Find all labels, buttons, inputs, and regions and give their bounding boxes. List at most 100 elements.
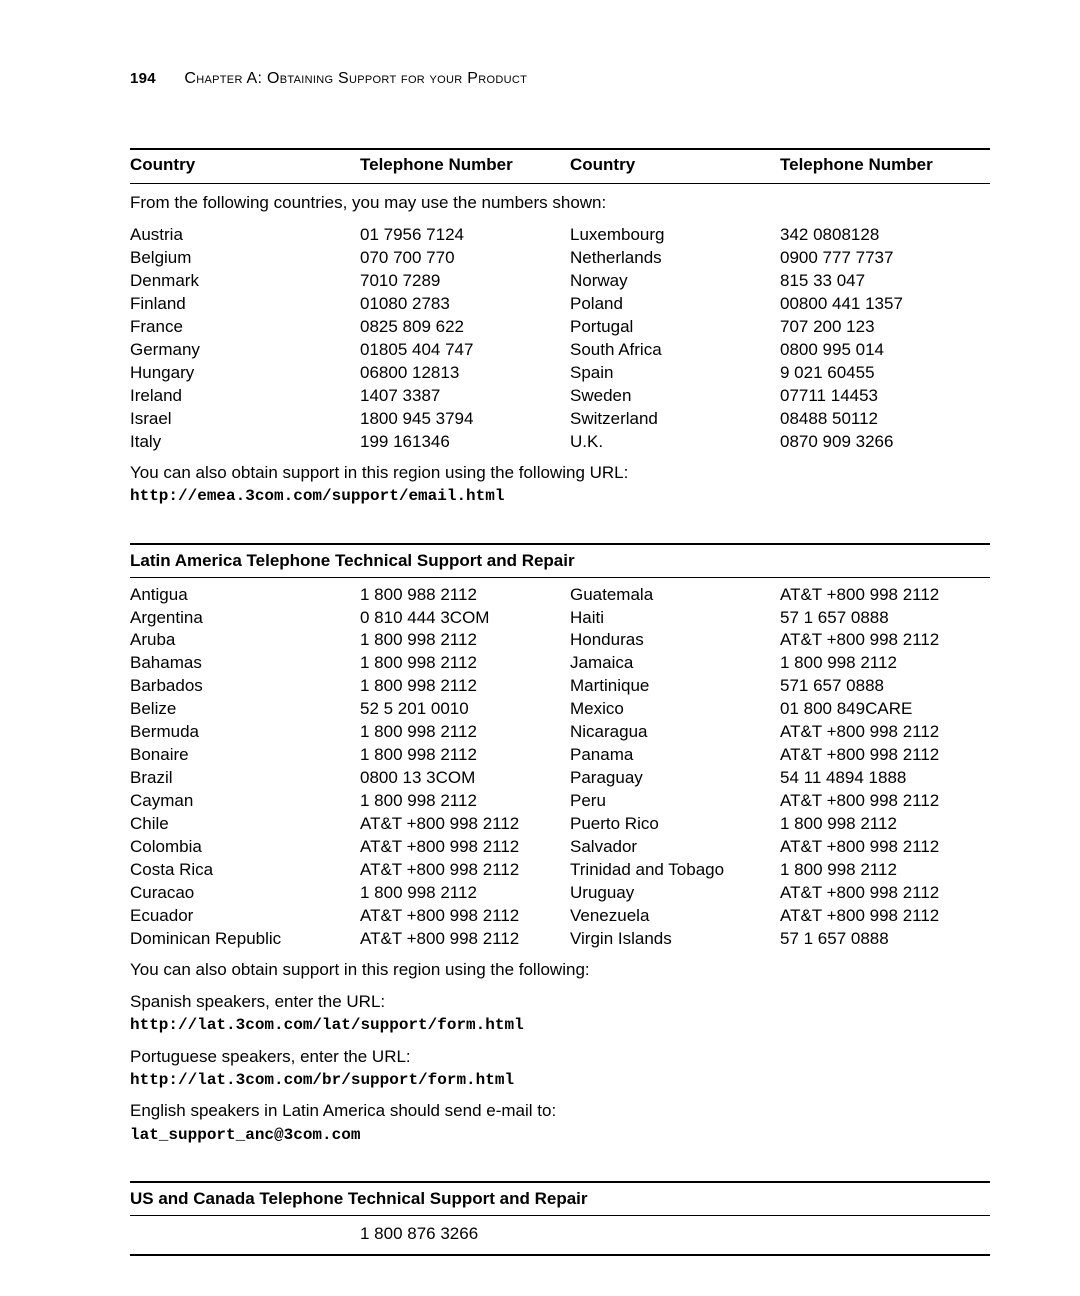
phone-cell: 0870 909 3266 <box>780 431 990 454</box>
phone-cell: 08488 50112 <box>780 408 990 431</box>
country-cell: Antigua <box>130 584 360 607</box>
phone-cell: AT&T +800 998 2112 <box>780 905 990 928</box>
header-country-2: Country <box>570 150 780 184</box>
country-cell: Brazil <box>130 767 360 790</box>
latam-portuguese-label: Portuguese speakers, enter the URL: <box>130 1047 411 1066</box>
latam-portuguese-url: http://lat.3com.com/br/support/form.html <box>130 1071 514 1089</box>
latam-spanish-url: http://lat.3com.com/lat/support/form.htm… <box>130 1016 524 1034</box>
phone-cell: 0800 13 3COM <box>360 767 570 790</box>
country-cell: Norway <box>570 270 780 293</box>
table-header-row: Country Telephone Number Country Telepho… <box>130 150 990 184</box>
country-cell: Trinidad and Tobago <box>570 859 780 882</box>
latam-english-email: lat_support_anc@3com.com <box>130 1126 360 1144</box>
phone-cell: 0800 995 014 <box>780 339 990 362</box>
country-cell: Argentina <box>130 607 360 630</box>
phone-cell: 070 700 770 <box>360 247 570 270</box>
phone-cell: 815 33 047 <box>780 270 990 293</box>
phone-cell: 199 161346 <box>360 431 570 454</box>
latam-left-phones: 1 800 988 21120 810 444 3COM1 800 998 21… <box>360 584 570 951</box>
country-cell: France <box>130 316 360 339</box>
country-cell: Cayman <box>130 790 360 813</box>
country-cell: Martinique <box>570 675 780 698</box>
phone-cell: 1407 3387 <box>360 385 570 408</box>
us-spacer <box>130 1224 360 1244</box>
country-cell: Haiti <box>570 607 780 630</box>
country-cell: Poland <box>570 293 780 316</box>
emea-intro: From the following countries, you may us… <box>130 184 990 224</box>
country-cell: Colombia <box>130 836 360 859</box>
phone-cell: 1 800 998 2112 <box>360 744 570 767</box>
phone-cell: 01080 2783 <box>360 293 570 316</box>
phone-cell: 9 021 60455 <box>780 362 990 385</box>
emea-right-countries: LuxembourgNetherlandsNorwayPolandPortuga… <box>570 224 780 453</box>
country-cell: Dominican Republic <box>130 928 360 951</box>
phone-cell: 1 800 998 2112 <box>360 721 570 744</box>
header-telephone-1: Telephone Number <box>360 150 570 184</box>
phone-cell: AT&T +800 998 2112 <box>780 744 990 767</box>
emea-footer-url: http://emea.3com.com/support/email.html <box>130 487 504 505</box>
country-cell: Ireland <box>130 385 360 408</box>
country-cell: Uruguay <box>570 882 780 905</box>
latam-left-countries: AntiguaArgentinaArubaBahamasBarbadosBeli… <box>130 584 360 951</box>
country-cell: Curacao <box>130 882 360 905</box>
latam-data: AntiguaArgentinaArubaBahamasBarbadosBeli… <box>130 578 990 951</box>
us-row: 1 800 876 3266 <box>130 1216 990 1256</box>
latam-right-phones: AT&T +800 998 211257 1 657 0888AT&T +800… <box>780 584 990 951</box>
phone-cell: AT&T +800 998 2112 <box>780 836 990 859</box>
country-cell: Hungary <box>130 362 360 385</box>
phone-cell: 0 810 444 3COM <box>360 607 570 630</box>
phone-cell: 57 1 657 0888 <box>780 607 990 630</box>
phone-cell: AT&T +800 998 2112 <box>360 928 570 951</box>
phone-cell: 00800 441 1357 <box>780 293 990 316</box>
phone-cell: 01 800 849CARE <box>780 698 990 721</box>
us-section: US and Canada Telephone Technical Suppor… <box>130 1181 990 1256</box>
phone-cell: 0825 809 622 <box>360 316 570 339</box>
chapter-title: Chapter A: Obtaining Support for your Pr… <box>184 70 527 87</box>
phone-cell: 1 800 998 2112 <box>360 629 570 652</box>
phone-cell: 1800 945 3794 <box>360 408 570 431</box>
country-cell: Barbados <box>130 675 360 698</box>
phone-cell: 57 1 657 0888 <box>780 928 990 951</box>
phone-cell: AT&T +800 998 2112 <box>780 584 990 607</box>
latam-english-label: English speakers in Latin America should… <box>130 1101 556 1120</box>
emea-footer: You can also obtain support in this regi… <box>130 454 990 517</box>
phone-cell: AT&T +800 998 2112 <box>780 629 990 652</box>
country-cell: Bermuda <box>130 721 360 744</box>
country-cell: Belize <box>130 698 360 721</box>
phone-cell: AT&T +800 998 2112 <box>360 859 570 882</box>
phone-cell: 1 800 998 2112 <box>780 859 990 882</box>
emea-section: Country Telephone Number Country Telepho… <box>130 148 990 517</box>
latam-english-block: English speakers in Latin America should… <box>130 1100 990 1155</box>
country-cell: Austria <box>130 224 360 247</box>
country-cell: Netherlands <box>570 247 780 270</box>
latam-spanish-block: Spanish speakers, enter the URL: http://… <box>130 991 990 1046</box>
country-cell: Virgin Islands <box>570 928 780 951</box>
emea-left-phones: 01 7956 7124070 700 7707010 728901080 27… <box>360 224 570 453</box>
phone-cell: 1 800 998 2112 <box>360 675 570 698</box>
phone-cell: 1 800 998 2112 <box>360 790 570 813</box>
latam-spanish-label: Spanish speakers, enter the URL: <box>130 992 385 1011</box>
us-phone: 1 800 876 3266 <box>360 1224 478 1244</box>
country-cell: Peru <box>570 790 780 813</box>
phone-cell: 01805 404 747 <box>360 339 570 362</box>
phone-cell: 342 0808128 <box>780 224 990 247</box>
phone-cell: AT&T +800 998 2112 <box>360 905 570 928</box>
country-cell: Venezuela <box>570 905 780 928</box>
phone-cell: AT&T +800 998 2112 <box>780 721 990 744</box>
country-cell: Spain <box>570 362 780 385</box>
phone-cell: 1 800 998 2112 <box>780 652 990 675</box>
country-cell: South Africa <box>570 339 780 362</box>
latam-portuguese-block: Portuguese speakers, enter the URL: http… <box>130 1046 990 1101</box>
country-cell: Salvador <box>570 836 780 859</box>
country-cell: U.K. <box>570 431 780 454</box>
country-cell: Puerto Rico <box>570 813 780 836</box>
latam-right-countries: GuatemalaHaitiHondurasJamaicaMartiniqueM… <box>570 584 780 951</box>
phone-cell: 54 11 4894 1888 <box>780 767 990 790</box>
country-cell: Bonaire <box>130 744 360 767</box>
header-country-1: Country <box>130 150 360 184</box>
country-cell: Switzerland <box>570 408 780 431</box>
country-cell: Bahamas <box>130 652 360 675</box>
page-number: 194 <box>130 70 156 87</box>
country-cell: Finland <box>130 293 360 316</box>
country-cell: Ecuador <box>130 905 360 928</box>
